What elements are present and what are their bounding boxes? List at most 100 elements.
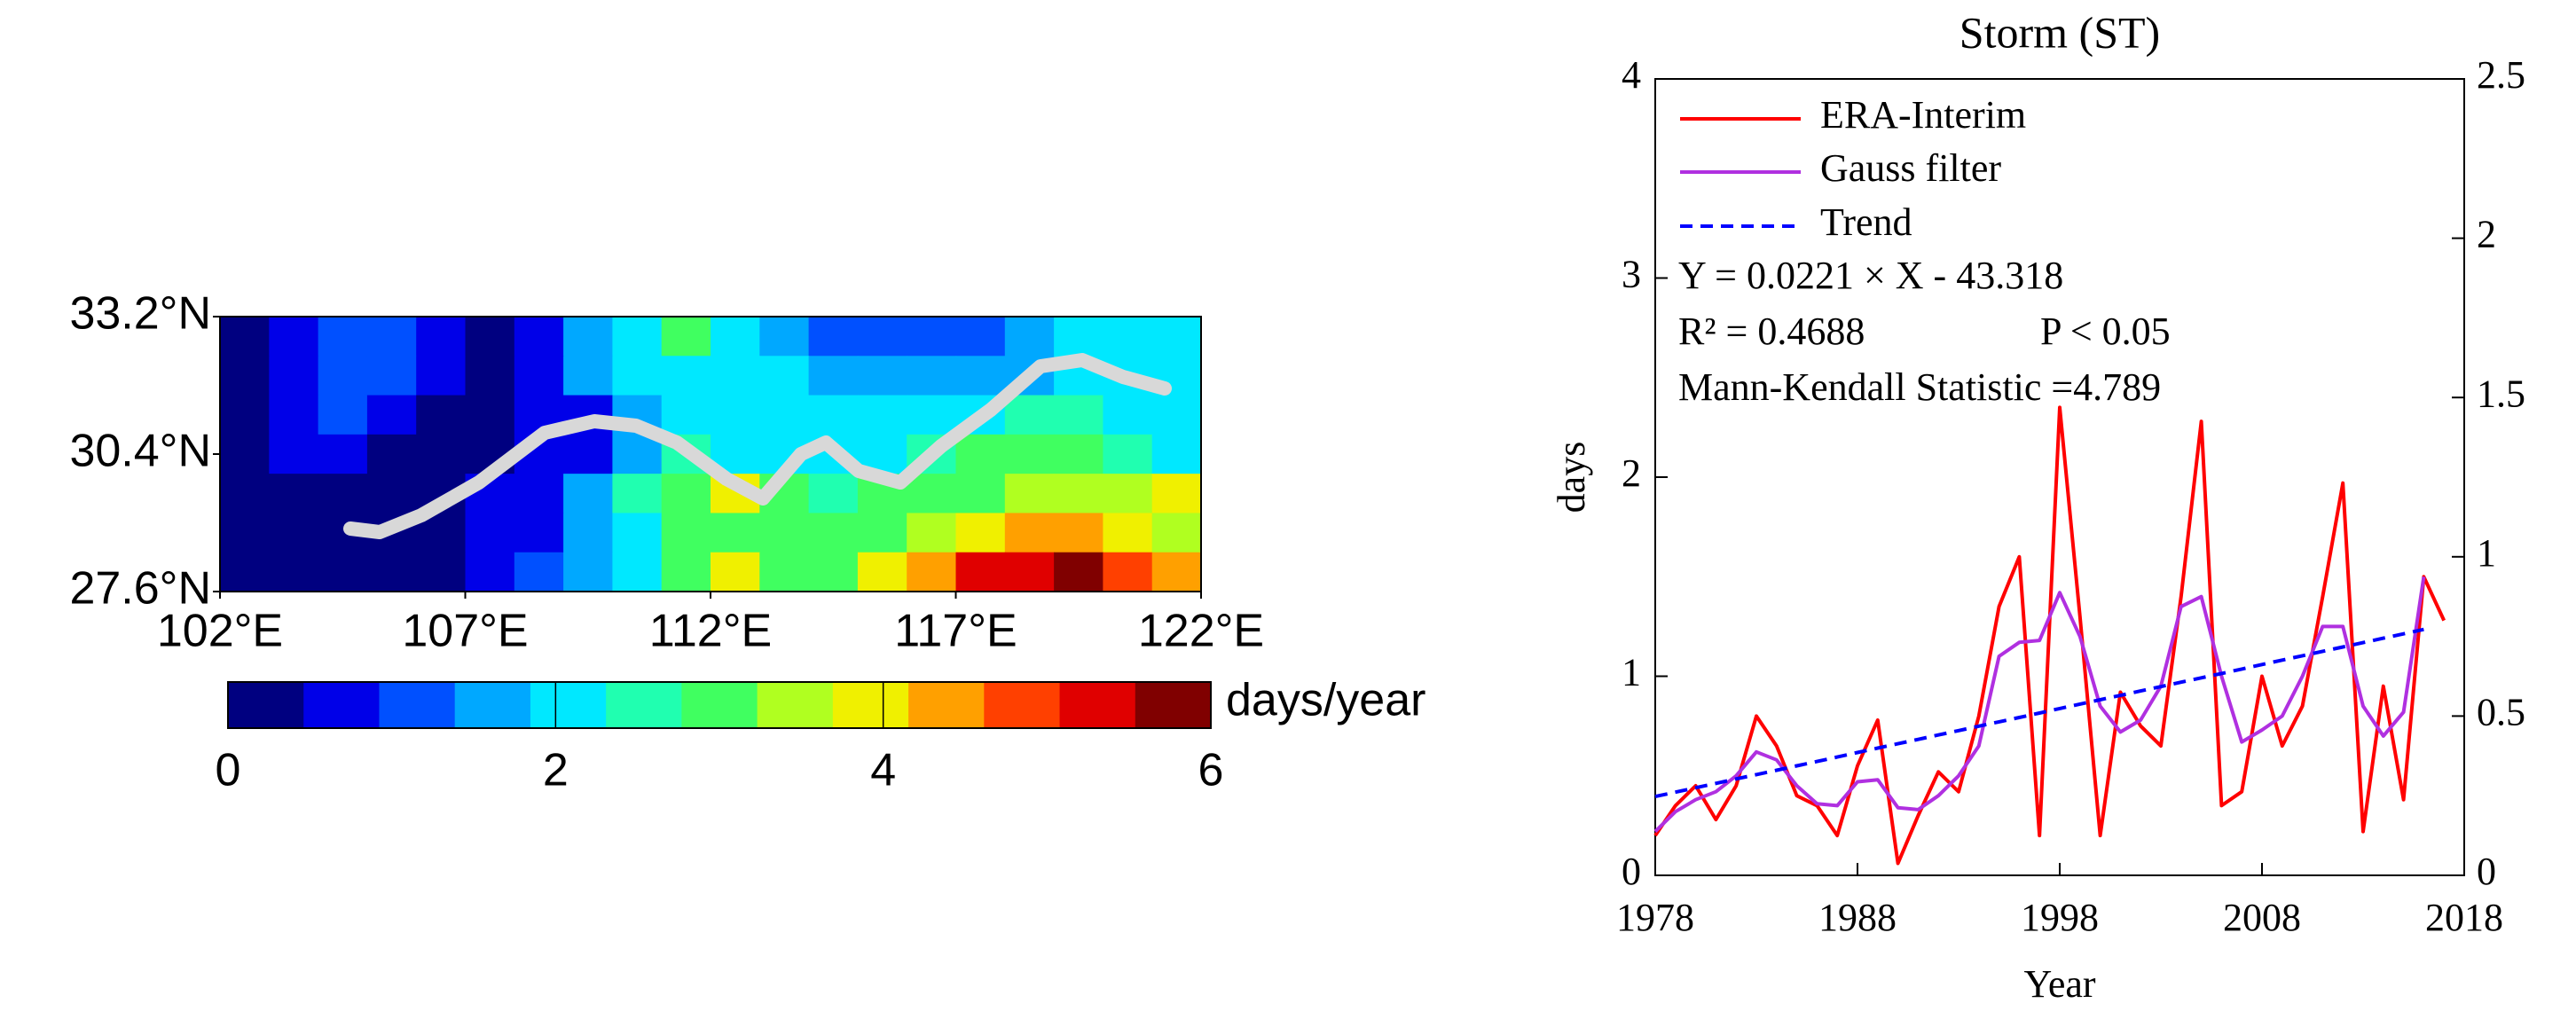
- contour-cell: [318, 356, 368, 396]
- y-axis-label: days: [1550, 442, 1593, 514]
- contour-cell: [907, 552, 957, 592]
- colorbar-tick-label: 0: [216, 745, 241, 796]
- contour-cell: [711, 317, 760, 357]
- contour-cell: [955, 513, 1006, 553]
- contour-cell: [514, 356, 564, 396]
- contour-cell: [514, 317, 564, 357]
- contour-cell: [857, 513, 907, 553]
- x-tick-label: 112°E: [649, 606, 772, 657]
- contour-cell: [1151, 434, 1202, 474]
- x-axis-label: Year: [2023, 962, 2095, 1006]
- contour-cell: [514, 552, 564, 592]
- contour-cell: [269, 513, 319, 553]
- contour-cell: [612, 552, 663, 592]
- contour-cell: [907, 356, 957, 396]
- contour-cell: [416, 317, 467, 357]
- contour-cell: [563, 552, 613, 592]
- y-tick-label: 4: [1622, 53, 1641, 97]
- contour-cell: [416, 356, 467, 396]
- contour-cell: [220, 474, 270, 514]
- contour-cell: [1004, 434, 1055, 474]
- contour-cell: [1103, 513, 1153, 553]
- contour-cell: [808, 552, 859, 592]
- contour-cell: [759, 395, 810, 435]
- y-tick-label: 0: [1622, 850, 1641, 893]
- contour-cell: [1103, 395, 1153, 435]
- contour-cell: [711, 356, 760, 396]
- contour-cell: [759, 317, 810, 357]
- colorbar-segment: [984, 682, 1061, 728]
- contour-cell: [416, 395, 467, 435]
- colorbar-segment: [606, 682, 682, 728]
- y-tick-label: 30.4°N: [69, 426, 211, 477]
- contour-cell: [661, 395, 711, 435]
- y-tick-label: 1: [1622, 651, 1641, 694]
- contour-cell: [465, 395, 515, 435]
- contour-cell: [269, 434, 319, 474]
- contour-cell: [857, 552, 907, 592]
- colorbar-segment: [228, 682, 304, 728]
- x-tick-label: 2008: [2223, 896, 2301, 939]
- colorbar-label: days/year: [1226, 675, 1425, 726]
- contour-cell: [612, 434, 663, 474]
- contour-cell: [759, 552, 810, 592]
- contour-cell: [563, 434, 613, 474]
- y-tick-label: 3: [1622, 253, 1641, 296]
- colorbar-segment: [303, 682, 381, 728]
- y2-tick-label: 2: [2477, 213, 2496, 256]
- colorbar-segment: [757, 682, 834, 728]
- annotation: P < 0.05: [2040, 310, 2171, 353]
- contour-cell: [1103, 317, 1153, 357]
- colorbar-segment: [681, 682, 758, 728]
- contour-cell: [366, 474, 417, 514]
- colorbar-segment: [379, 682, 456, 728]
- contour-cell: [759, 513, 810, 553]
- contour-cell: [465, 317, 515, 357]
- x-tick-label: 1978: [1616, 896, 1694, 939]
- contour-cell: [416, 552, 467, 592]
- contour-cell: [711, 513, 760, 553]
- contour-cell: [808, 474, 859, 514]
- contour-cell: [465, 513, 515, 553]
- contour-cell: [612, 474, 663, 514]
- contour-cell: [318, 395, 368, 435]
- contour-cell: [366, 356, 417, 396]
- x-tick-label: 102°E: [157, 606, 283, 657]
- annotation: R² = 0.4688: [1678, 310, 1865, 353]
- contour-cell: [711, 395, 760, 435]
- contour-cell: [955, 317, 1006, 357]
- contour-cell: [661, 356, 711, 396]
- contour-cell: [269, 356, 319, 396]
- y-tick-label: 33.2°N: [69, 288, 211, 340]
- colorbar-segment: [1059, 682, 1136, 728]
- colorbar-tick-label: 6: [1198, 745, 1224, 796]
- contour-cell: [269, 395, 319, 435]
- contour-cell: [808, 513, 859, 553]
- contour-cell: [1103, 474, 1153, 514]
- contour-cell: [563, 474, 613, 514]
- contour-cell: [955, 552, 1006, 592]
- contour-cell: [955, 434, 1006, 474]
- contour-cell: [955, 356, 1006, 396]
- contour-cell: [269, 474, 319, 514]
- river: [343, 353, 1172, 539]
- contour-cell: [220, 434, 270, 474]
- y2-tick-label: 1.5: [2477, 372, 2525, 415]
- y-tick-label: 27.6°N: [69, 563, 211, 615]
- colorbar-segment: [832, 682, 909, 728]
- contour-cell: [220, 395, 270, 435]
- contour-cell: [1151, 395, 1202, 435]
- contour-cell: [759, 356, 810, 396]
- legend-label: Gauss filter: [1820, 146, 2001, 190]
- y-tick-label: 2: [1622, 451, 1641, 495]
- x-tick-label: 107°E: [402, 606, 528, 657]
- contour-cell: [1004, 474, 1055, 514]
- colorbar-segment: [530, 682, 607, 728]
- contour-cell: [1004, 395, 1055, 435]
- contour-cell: [1054, 395, 1103, 435]
- contour-cell: [1103, 552, 1153, 592]
- y2-tick-label: 0.5: [2477, 690, 2525, 733]
- contour-cell: [907, 513, 957, 553]
- contour-cell: [514, 474, 564, 514]
